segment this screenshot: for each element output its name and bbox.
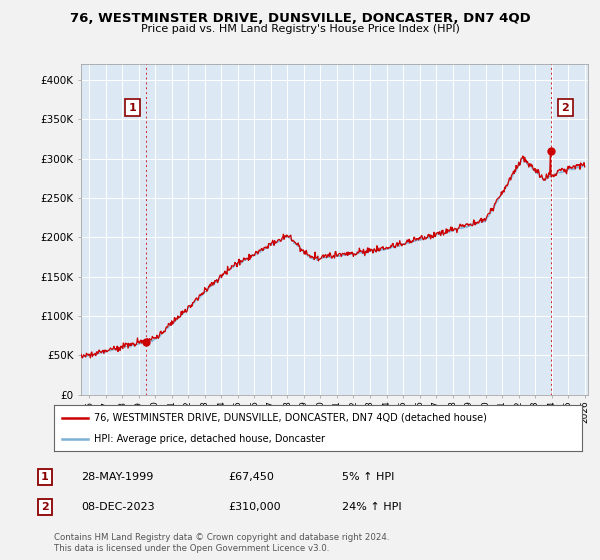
Text: £67,450: £67,450 [228,472,274,482]
Text: 5% ↑ HPI: 5% ↑ HPI [342,472,394,482]
Text: 76, WESTMINSTER DRIVE, DUNSVILLE, DONCASTER, DN7 4QD (detached house): 76, WESTMINSTER DRIVE, DUNSVILLE, DONCAS… [94,413,487,423]
Text: £310,000: £310,000 [228,502,281,512]
Text: 2: 2 [562,102,569,113]
Text: 76, WESTMINSTER DRIVE, DUNSVILLE, DONCASTER, DN7 4QD: 76, WESTMINSTER DRIVE, DUNSVILLE, DONCAS… [70,12,530,25]
Text: 1: 1 [41,472,49,482]
Text: Price paid vs. HM Land Registry's House Price Index (HPI): Price paid vs. HM Land Registry's House … [140,24,460,34]
Text: 1: 1 [128,102,136,113]
Text: 28-MAY-1999: 28-MAY-1999 [81,472,154,482]
Text: 2: 2 [41,502,49,512]
Text: Contains HM Land Registry data © Crown copyright and database right 2024.
This d: Contains HM Land Registry data © Crown c… [54,533,389,553]
Text: 08-DEC-2023: 08-DEC-2023 [81,502,155,512]
Text: 24% ↑ HPI: 24% ↑ HPI [342,502,401,512]
Text: HPI: Average price, detached house, Doncaster: HPI: Average price, detached house, Donc… [94,435,325,444]
